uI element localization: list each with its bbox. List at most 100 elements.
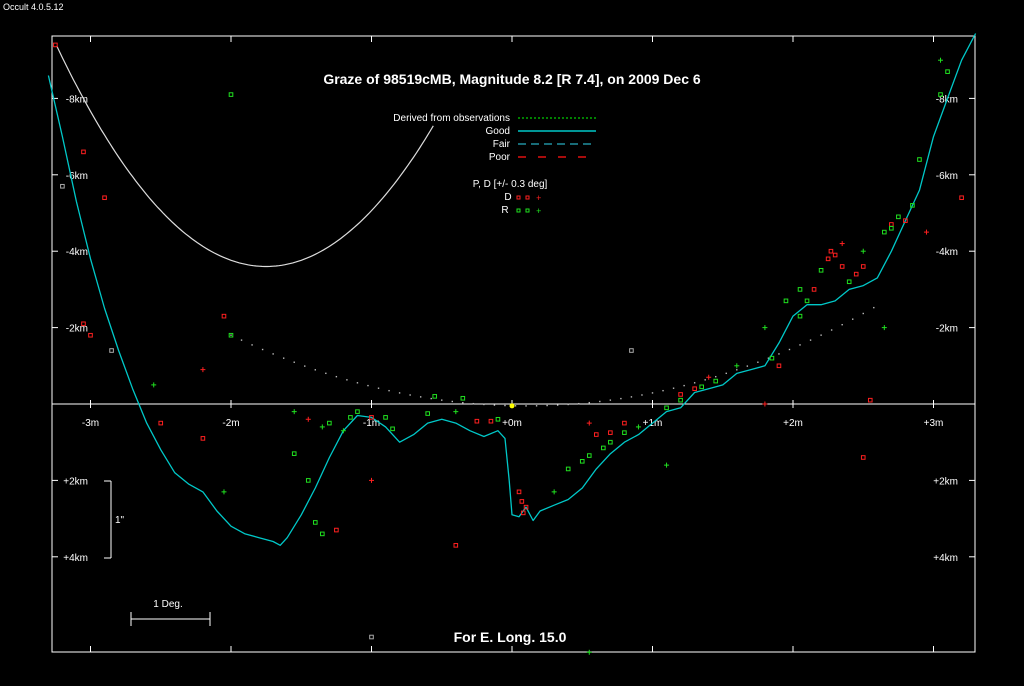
plus-marker	[305, 416, 311, 422]
y-tick-label-left: +2km	[63, 476, 88, 487]
reappearance-marker	[579, 459, 585, 464]
disappearance-marker	[853, 271, 859, 277]
secondary-limit-dot	[873, 306, 875, 309]
secondary-limit-dot	[704, 379, 706, 381]
y-tick-label-left: -4km	[66, 247, 88, 258]
secondary-limit-dot	[567, 403, 569, 406]
disappearance-marker	[453, 543, 459, 548]
disappearance-marker	[81, 321, 86, 327]
secondary-limit-dot	[525, 405, 527, 407]
observation-points	[53, 42, 964, 655]
curves	[47, 33, 977, 546]
x-tick-label: +0m	[502, 418, 522, 429]
secondary-limit-dot	[314, 369, 316, 371]
legend-poor-label: Poor	[489, 152, 511, 163]
disappearance-marker	[903, 218, 908, 223]
reappearance-marker	[425, 411, 430, 416]
reappearance-marker	[348, 415, 353, 420]
secondary-limit-dot	[662, 389, 664, 392]
legend-d-markers: +	[516, 194, 541, 204]
legend-r-label: R	[501, 205, 508, 216]
secondary-limit-dot	[346, 379, 348, 381]
plus-marker	[200, 367, 206, 373]
legend-d-marker-1	[516, 195, 521, 200]
reappearance-marker	[586, 453, 592, 458]
x-tick-label: -1m	[363, 418, 380, 429]
secondary-limit-dot	[588, 401, 590, 404]
secondary-limit-dot	[472, 402, 475, 405]
reappearance-marker	[938, 92, 943, 97]
vertical-scale-bar: 1"	[104, 480, 125, 559]
plus-marker	[551, 489, 557, 495]
secondary-limit-dot	[493, 404, 496, 406]
reappearance-marker	[390, 426, 395, 432]
secondary-limit-dot	[293, 361, 295, 363]
secondary-limit-dot	[788, 348, 791, 351]
legend-r-marker-2	[525, 208, 530, 213]
disappearance-marker	[860, 455, 866, 460]
disappearance-marker	[488, 418, 494, 424]
secondary-limit-dot	[693, 382, 696, 384]
reappearance-marker	[783, 298, 789, 304]
disappearance-marker	[200, 436, 206, 441]
horizontal-scale-bar: 1 Deg.	[130, 599, 211, 626]
reappearance-marker	[622, 430, 627, 435]
legend-good-label: Good	[486, 126, 510, 137]
plus-marker	[938, 57, 944, 63]
secondary-limit-dot	[388, 389, 390, 392]
reappearance-marker	[460, 395, 466, 401]
y-tick-label-left: -8km	[66, 94, 88, 105]
disappearance-marker	[692, 386, 697, 392]
vscale-label: 1"	[115, 515, 125, 526]
secondary-limit-dot	[641, 394, 643, 396]
reappearance-marker	[327, 420, 332, 426]
disappearance-marker	[88, 332, 93, 338]
y-tick-label-right: -2km	[936, 324, 958, 335]
disappearance-marker	[221, 313, 227, 319]
reappearance-marker	[664, 405, 669, 411]
plus-marker	[319, 424, 325, 430]
y-tick-label-right: +4km	[933, 553, 958, 564]
plus-marker	[762, 325, 768, 331]
secondary-limit-dot	[535, 405, 538, 407]
reappearance-marker	[804, 298, 810, 304]
plot-frame	[51, 35, 976, 653]
axis-ticks: -3m -2m -1m +0m +1m +2m +3m-8km -8km-6km -6km-4k…	[52, 36, 975, 652]
reappearance-marker	[228, 332, 234, 338]
plus-marker	[453, 409, 459, 415]
plus-marker	[762, 401, 768, 407]
plus-marker	[221, 489, 227, 495]
secondary-limit-dot	[672, 387, 675, 389]
limit-curve	[56, 45, 434, 268]
y-tick-label-left: -2km	[66, 324, 88, 335]
secondary-limit-dot	[514, 405, 517, 407]
y-tick-label-left: -6km	[66, 171, 88, 182]
y-tick-label-left: +4km	[63, 553, 88, 564]
grey-marker	[60, 183, 65, 189]
secondary-limit-dot	[746, 365, 749, 367]
reappearance-marker	[769, 355, 775, 361]
hscale-label: 1 Deg.	[153, 599, 182, 610]
disappearance-marker	[959, 195, 964, 201]
plus-marker	[839, 241, 845, 247]
legend-d-marker-2	[525, 195, 530, 200]
secondary-limit-dot	[578, 402, 580, 405]
reappearance-marker	[945, 69, 950, 74]
reappearance-marker	[713, 378, 719, 384]
secondary-limit-dot	[419, 396, 422, 398]
plus-marker	[881, 325, 887, 331]
plus-marker	[706, 374, 712, 380]
reappearance-marker	[432, 394, 438, 399]
disappearance-marker	[608, 430, 613, 435]
secondary-limit-dot	[462, 401, 464, 404]
legend-r-plus: +	[536, 207, 541, 217]
secondary-limit-dot	[483, 403, 485, 406]
x-tick-label: -3m	[82, 418, 99, 429]
disappearance-marker	[334, 527, 339, 533]
disappearance-marker	[839, 264, 845, 269]
plus-marker	[586, 420, 592, 426]
disappearance-marker	[828, 248, 834, 254]
secondary-limit-dot	[282, 357, 285, 359]
secondary-limit-dot	[683, 384, 685, 387]
